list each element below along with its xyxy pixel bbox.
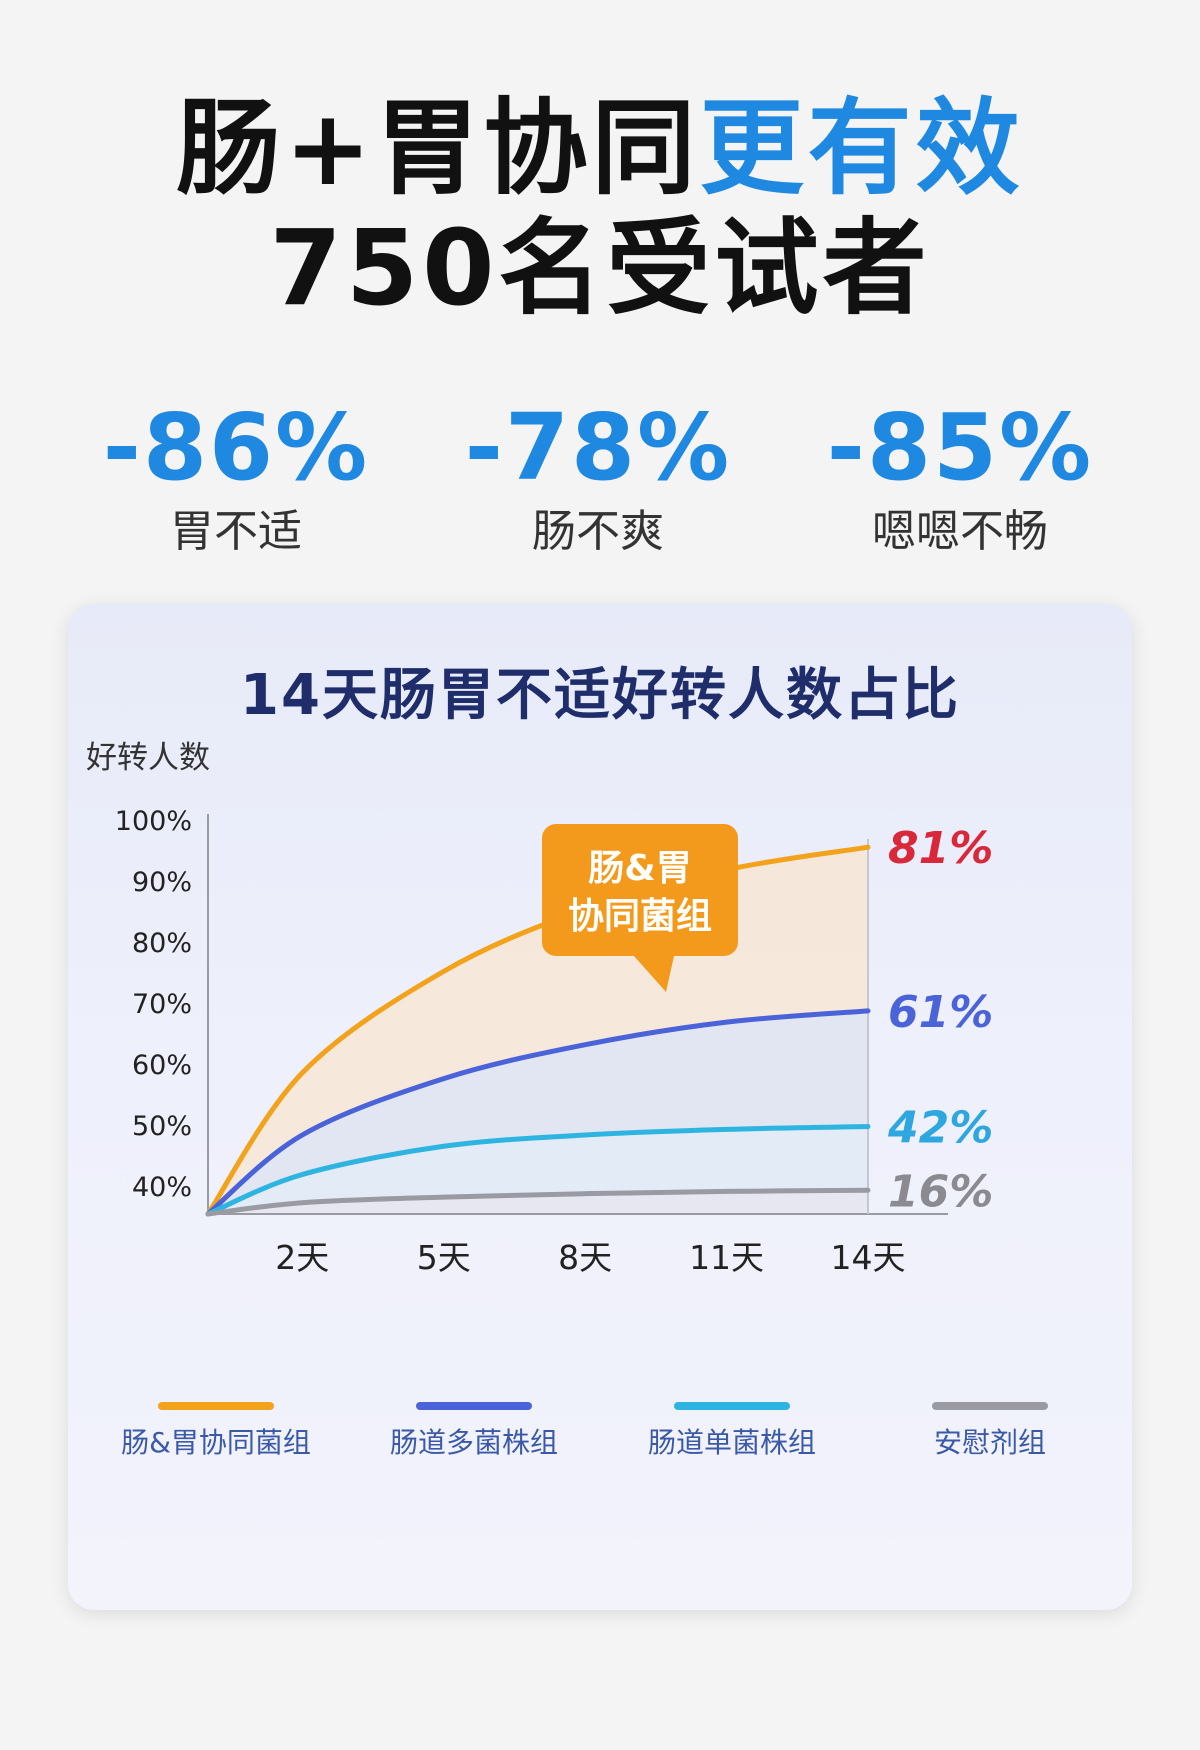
- callout-text: 协同菌组: [568, 896, 712, 937]
- legend-label-1: 肠道多菌株组: [390, 1426, 558, 1459]
- headline-line-1: 肠+胃协同更有效: [0, 88, 1200, 208]
- legend-label-3: 安慰剂组: [934, 1426, 1046, 1459]
- stat-label: 嗯嗯不畅: [872, 506, 1048, 557]
- series-area-3: [208, 1190, 868, 1214]
- y-tick-label: 50%: [132, 1111, 192, 1142]
- end-labels: 81% 61% 42% 16%: [887, 823, 993, 1217]
- y-tick-label: 80%: [132, 928, 192, 959]
- stat-value: -78%: [464, 394, 732, 501]
- series-line-1: [205, 1008, 871, 1217]
- stat-bowel: -85% 嗯嗯不畅: [790, 398, 1130, 560]
- end-label-0: 81%: [888, 823, 993, 874]
- headline-line-2: 750名受试者: [269, 207, 931, 329]
- stat-label: 胃不适: [170, 506, 302, 557]
- end-label-2: 42%: [887, 1103, 993, 1154]
- chart-title: 14天肠胃不适好转人数占比: [240, 663, 960, 728]
- stat-label: 肠不爽: [532, 506, 664, 557]
- y-axis-label: 好转人数: [86, 740, 210, 776]
- stat-value: -86%: [102, 394, 370, 501]
- y-tick-label: 40%: [132, 1172, 192, 1203]
- x-tick-label: 8天: [558, 1238, 612, 1277]
- x-tick-label: 14天: [831, 1238, 906, 1277]
- chart-card: 14天肠胃不适好转人数占比 好转人数 100% 90% 80% 70% 60% 50% 40…: [68, 604, 1132, 1610]
- series-areas: [208, 847, 868, 1214]
- legend-label-0: 肠&胃协同菌组: [121, 1426, 311, 1459]
- x-ticks: 2天 5天 8天 11天 14天: [275, 1238, 905, 1277]
- legend: 肠&胃协同菌组 肠道多菌株组 肠道单菌株组 安慰剂组: [121, 1402, 1048, 1459]
- stat-intestine: -78% 肠不爽: [428, 398, 768, 560]
- x-tick-label: 11天: [689, 1238, 764, 1277]
- y-tick-label: 60%: [132, 1050, 192, 1081]
- chart-canvas: 14天肠胃不适好转人数占比 好转人数 100% 90% 80% 70% 60% 50% 40…: [86, 663, 1048, 1459]
- series-line-3: [205, 1187, 871, 1217]
- stat-value: -85%: [826, 394, 1094, 501]
- stat-stomach: -86% 胃不适: [66, 398, 406, 560]
- callout-text: 肠&胃: [588, 848, 691, 889]
- y-tick-label: 100%: [115, 806, 192, 837]
- end-label-1: 61%: [888, 987, 993, 1038]
- y-tick-label: 70%: [132, 989, 192, 1020]
- callout-pointer: [634, 956, 674, 992]
- callout-box: [542, 824, 738, 956]
- series-line-2: [205, 1124, 871, 1217]
- headline-accent: 更有效: [699, 87, 1024, 209]
- end-label-3: 16%: [888, 1166, 993, 1217]
- callout: 肠&胃协同菌组: [542, 824, 738, 992]
- y-tick-label: 90%: [132, 867, 192, 898]
- legend-label-2: 肠道单菌株组: [648, 1426, 816, 1459]
- headline-main: 肠+胃协同: [176, 87, 700, 209]
- y-ticks: 100% 90% 80% 70% 60% 50% 40%: [115, 806, 192, 1203]
- chart-axes: [207, 814, 948, 1215]
- x-tick-label: 5天: [417, 1238, 471, 1277]
- x-tick-label: 2天: [275, 1238, 329, 1277]
